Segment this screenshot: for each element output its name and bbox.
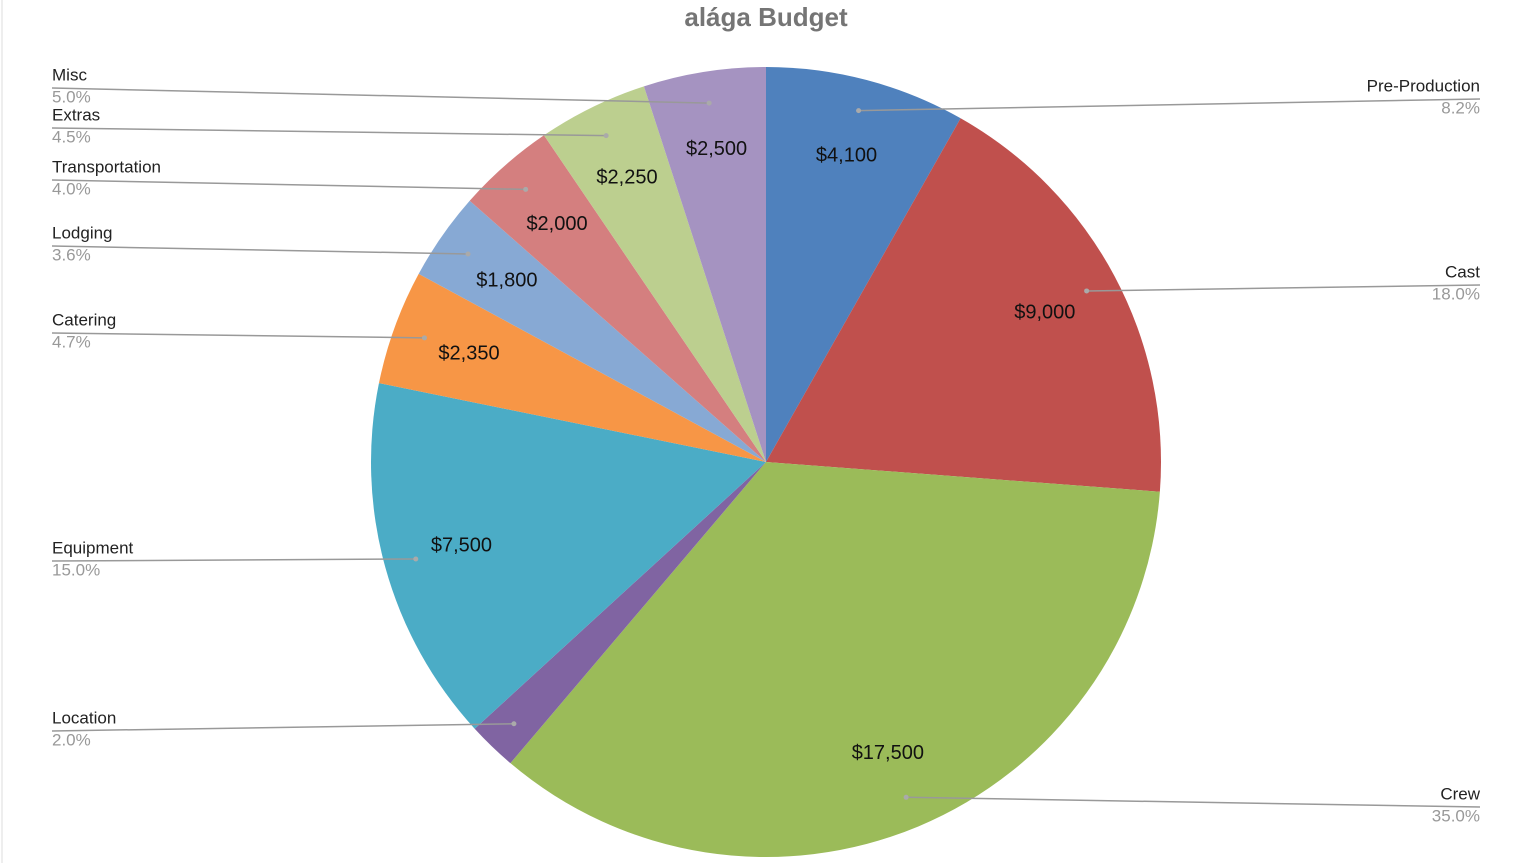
legend-label: Location — [52, 708, 116, 727]
value-label: $4,100 — [816, 145, 877, 167]
legend-label: Cast — [1445, 262, 1480, 281]
leader-line — [51, 332, 425, 339]
pie-slice — [766, 67, 961, 462]
value-label: $17,500 — [852, 742, 924, 764]
legend-label: Catering — [52, 310, 116, 329]
legend-label: Transportation — [52, 157, 161, 176]
leader-line — [1086, 284, 1481, 292]
pie-slice — [543, 86, 766, 463]
percent-label: 2.0% — [52, 730, 91, 749]
leader-dot — [413, 556, 419, 562]
percent-label: 4.0% — [52, 179, 91, 198]
leader-line — [51, 179, 526, 191]
value-label: $9,000 — [1014, 302, 1075, 324]
pie-slice — [418, 200, 766, 463]
legend-label: Equipment — [52, 538, 134, 557]
leader-line — [51, 87, 710, 104]
pie-slice — [469, 135, 766, 463]
legend-label: Lodging — [52, 223, 113, 242]
leader-line — [51, 127, 607, 137]
pie-slice — [766, 118, 1162, 492]
percent-label: 4.5% — [52, 127, 91, 146]
pie-slice — [643, 67, 766, 462]
leader-line — [51, 245, 469, 255]
value-label: $1,800 — [476, 269, 537, 291]
legend-label: Misc — [52, 65, 87, 84]
leader-line — [51, 558, 416, 562]
leader-dot — [856, 108, 862, 114]
leader-line — [51, 723, 514, 732]
percent-label: 5.0% — [52, 87, 91, 106]
pie-slice — [474, 462, 766, 764]
legend-label: Pre-Production — [1367, 76, 1480, 95]
pie-slice — [371, 383, 766, 729]
value-label: $2,350 — [438, 342, 499, 364]
percent-label: 15.0% — [52, 560, 100, 579]
value-label: $2,500 — [686, 138, 747, 160]
percent-label: 18.0% — [1432, 284, 1480, 303]
percent-label: 8.2% — [1441, 98, 1480, 117]
leader-dot — [1084, 288, 1090, 294]
leader-dot — [523, 186, 529, 192]
leader-dot — [706, 100, 712, 106]
legend-label: Extras — [52, 105, 100, 124]
value-label: $7,500 — [431, 535, 492, 557]
value-label: $2,000 — [526, 213, 587, 235]
leader-dot — [903, 794, 909, 800]
leader-dot — [511, 721, 517, 727]
percent-label: 4.7% — [52, 332, 91, 351]
percent-label: 35.0% — [1432, 806, 1480, 825]
leader-dot — [603, 133, 609, 139]
leader-line — [906, 796, 1481, 808]
legend-label: Crew — [1440, 784, 1480, 803]
percent-label: 3.6% — [52, 245, 91, 264]
leader-line — [858, 98, 1481, 112]
leader-dot — [465, 251, 471, 257]
value-label: $2,250 — [596, 167, 657, 189]
chart-title: alága Budget — [684, 2, 848, 32]
pie-slice — [510, 462, 1160, 857]
pie-slice — [378, 273, 766, 462]
leader-dot — [421, 335, 427, 341]
